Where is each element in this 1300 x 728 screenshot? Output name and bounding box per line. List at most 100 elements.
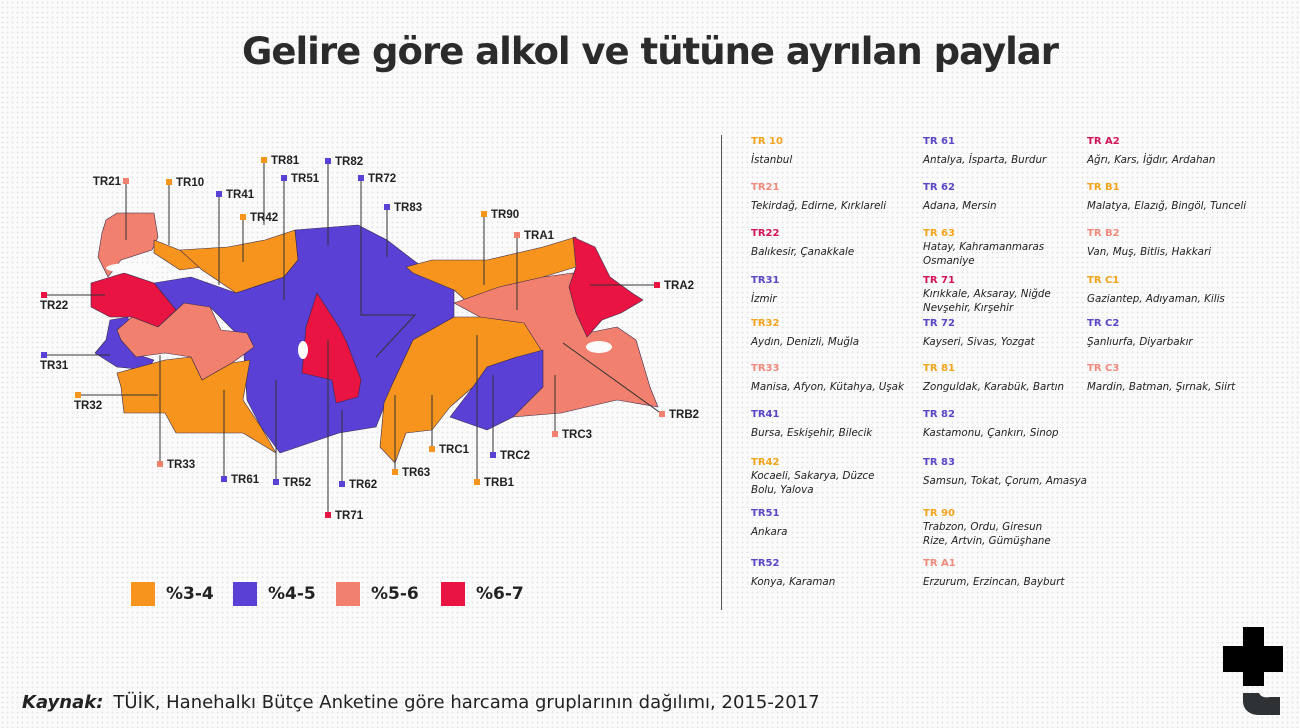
t24-logo [1223, 627, 1283, 715]
map-label-tr21: TR21 [93, 176, 129, 240]
region-entry: TR C2 Şanlıurfa, Diyarbakır [1087, 318, 1193, 349]
region-entry: TR33 Manisa, Afyon, Kütahya, Uşak [751, 363, 904, 394]
region-code: TR 82 [923, 409, 955, 420]
legend-swatch [131, 582, 155, 606]
map-label-tr32: TR32 [74, 392, 158, 412]
label-marker [659, 411, 665, 417]
region-provinces: Adana, Mersin [923, 200, 997, 212]
region-sanliurfa [449, 349, 544, 431]
logo-hook [1243, 693, 1280, 715]
map-label-tr81: TR81 [261, 155, 300, 225]
map-label-text: TR52 [283, 477, 311, 489]
map-label-tr22: TR22 [40, 292, 105, 312]
leader-line [360, 178, 417, 358]
map-label-text: TRC3 [562, 429, 592, 441]
region-provinces: Trabzon, Ordu, Giresun Rize, Artvin, Güm… [923, 521, 1051, 547]
region-provinces: Ankara [751, 526, 788, 538]
region-code: TR A2 [1087, 136, 1120, 147]
map-label-text: TR90 [491, 209, 519, 221]
map-label-tr83: TR83 [384, 202, 422, 257]
region-code: TR22 [751, 228, 780, 239]
map-label-tr90: TR90 [481, 209, 519, 285]
label-marker [273, 479, 279, 485]
label-marker [654, 282, 660, 288]
label-marker [75, 392, 81, 398]
legend-item: %5-6 [336, 582, 419, 606]
region-entry: TR A1 Erzurum, Erzincan, Bayburt [923, 558, 1064, 589]
region-entry: TR 72 Kayseri, Sivas, Yozgat [923, 318, 1035, 349]
region-code: TR 61 [923, 136, 955, 147]
label-marker [481, 211, 487, 217]
region-code: TR 10 [751, 136, 783, 147]
region-provinces: Kırıkkale, Aksaray, Niğde Nevşehir, Kırş… [923, 288, 1051, 314]
region-code: TR B1 [1087, 182, 1120, 193]
map-label-trb1: TRB1 [474, 335, 515, 489]
leader-line [562, 342, 663, 415]
region-provinces: Manisa, Afyon, Kütahya, Uşak [751, 381, 904, 393]
region-entry: TR 63 Hatay, Kahramanmaras Osmaniye [923, 228, 1044, 268]
map-label-tr41: TR41 [216, 189, 255, 285]
label-marker [240, 214, 246, 220]
region-provinces: Kayseri, Sivas, Yozgat [923, 336, 1035, 348]
map-label-tra1: TRA1 [514, 230, 555, 310]
map-label-text: TRA1 [524, 230, 555, 242]
map-label-text: TR31 [40, 360, 69, 372]
map-label-tr82: TR82 [325, 156, 363, 245]
region-provinces: Bursa, Eskişehir, Bilecik [751, 427, 873, 439]
page-title: Gelire göre alkol ve tütüne ayrılan payl… [242, 30, 1059, 73]
legend-label: %3-4 [166, 584, 214, 604]
map-label-text: TR32 [74, 400, 102, 412]
label-marker [281, 175, 287, 181]
map-label-tr10: TR10 [166, 177, 204, 245]
label-marker [325, 158, 331, 164]
region-entry: TR22 Balıkesir, Çanakkale [751, 228, 854, 259]
region-entry: TR 62 Adana, Mersin [923, 182, 996, 213]
region-code: TR51 [751, 508, 780, 519]
region-entry: TR A2 Ağrı, Kars, İğdır, Ardahan [1087, 136, 1215, 167]
label-marker [123, 178, 129, 184]
sea-of-marmara [106, 263, 154, 273]
map-label-text: TR63 [402, 467, 430, 479]
label-marker [166, 179, 172, 185]
map-label-text: TRC2 [500, 450, 530, 462]
region-code: TR 63 [923, 228, 955, 239]
region-north-east [568, 236, 644, 338]
map-label-trb2: TRB2 [562, 342, 699, 421]
region-code: TR 83 [923, 457, 955, 468]
region-code: TR C1 [1087, 275, 1120, 286]
region-code: TR52 [751, 558, 780, 569]
region-code: TR B2 [1087, 228, 1120, 239]
legend-swatch [233, 582, 257, 606]
map-label-text: TR51 [291, 173, 320, 185]
map-label-text: TR21 [93, 176, 122, 188]
region-provinces: Zonguldak, Karabük, Bartın [923, 381, 1064, 393]
region-entry: TR 90 Trabzon, Ordu, Giresun Rize, Artvin… [923, 508, 1051, 548]
map-label-tr31: TR31 [40, 352, 110, 372]
map-label-text: TRC1 [439, 444, 470, 456]
map-label-tr33: TR33 [157, 355, 195, 471]
region-code: TR A1 [923, 558, 956, 569]
region-code: TR 62 [923, 182, 955, 193]
region-provinces: İstanbul [751, 154, 793, 166]
legend-swatch [336, 582, 360, 606]
region-provinces: Erzurum, Erzincan, Bayburt [923, 576, 1065, 588]
map-label-trc2: TRC2 [490, 375, 530, 462]
region-provinces: Kocaeli, Sakarya, Düzce Bolu, Yalova [751, 470, 875, 496]
region-provinces: Antalya, İsparta, Burdur [923, 154, 1047, 166]
map-label-text: TR33 [167, 459, 195, 471]
legend-label: %4-5 [268, 584, 316, 604]
region-code: TR42 [751, 457, 780, 468]
region-black-sea-east [405, 236, 577, 301]
divider [721, 135, 722, 610]
label-marker [552, 431, 558, 437]
region-provinces: Konya, Karaman [751, 576, 836, 588]
region-provinces: Balıkesir, Çanakkale [751, 246, 855, 258]
map-label-text: TRB1 [484, 477, 515, 489]
source-label: Kaynak: [22, 692, 104, 713]
region-thrace [97, 212, 159, 278]
legend-item: %3-4 [131, 582, 214, 606]
legend-label: %5-6 [371, 584, 419, 604]
map-label-tr51: TR51 [281, 173, 320, 300]
region-provinces: İzmir [751, 293, 777, 305]
map-label-tr52: TR52 [273, 380, 311, 489]
